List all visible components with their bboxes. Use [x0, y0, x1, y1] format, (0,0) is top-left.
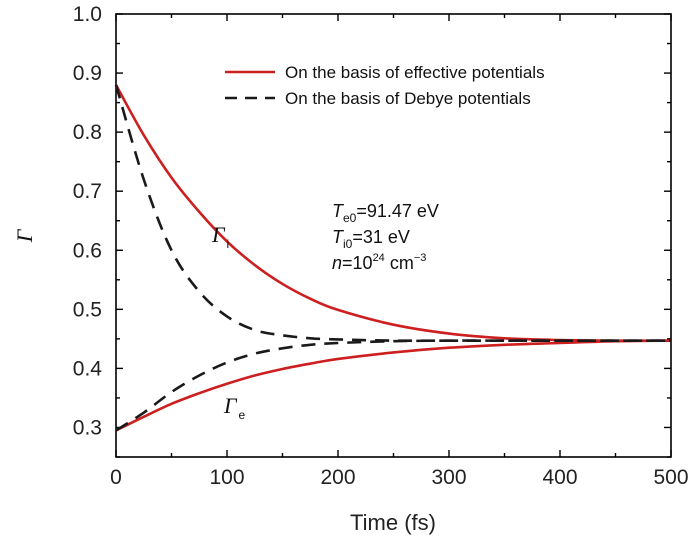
y-tick-label: 1.0 — [73, 3, 102, 26]
series-layer — [114, 84, 672, 432]
x-tick-label: 200 — [320, 466, 355, 489]
x-tick-label: 400 — [542, 466, 577, 489]
y-tick-label: 0.7 — [73, 180, 102, 203]
y-tick-label: 0.8 — [73, 121, 102, 144]
x-tick-label: 100 — [209, 466, 244, 489]
tick-marks — [115, 13, 672, 458]
series-line-1 — [115, 339, 672, 432]
y-tick-label: 0.6 — [73, 239, 102, 262]
y-axis-title: Γ — [12, 228, 37, 243]
annotation-density: n=1024 cm−3 — [332, 252, 426, 273]
y-tick-labels: 0.3 0.4 0.5 0.6 0.7 0.8 0.9 1.0 — [73, 3, 103, 439]
y-tick-label: 0.4 — [73, 357, 103, 380]
annotation-te0: Te0=91.47 eV — [332, 201, 439, 225]
x-axis-title: Time (fs) — [350, 510, 436, 535]
y-tick-label: 0.3 — [73, 416, 102, 439]
legend: On the basis of effective potentials On … — [225, 63, 545, 108]
x-tick-labels: 0 100 200 300 400 500 — [110, 466, 688, 489]
series-line-3 — [115, 339, 671, 432]
y-tick-label: 0.5 — [73, 298, 102, 321]
legend-label-effective: On the basis of effective potentials — [285, 63, 545, 82]
y-tick-label: 0.9 — [73, 62, 102, 85]
x-tick-label: 300 — [431, 466, 466, 489]
parameter-annotation: Te0=91.47 eV Ti0=31 eV n=1024 cm−3 — [332, 201, 439, 273]
annotation-ti0: Ti0=31 eV — [332, 227, 410, 251]
x-tick-label: 500 — [653, 466, 688, 489]
x-tick-label: 0 — [110, 466, 122, 489]
legend-label-debye: On the basis of Debye potentials — [285, 89, 531, 108]
